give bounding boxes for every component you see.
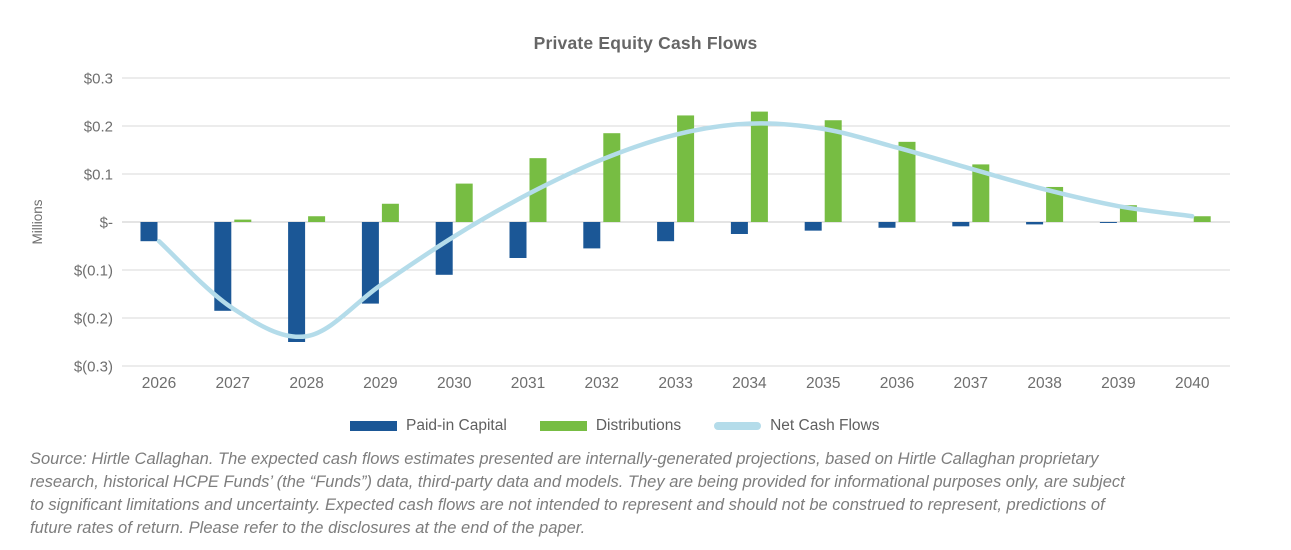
bar-paid-in-capital-2027 <box>214 222 232 311</box>
source-note-line: to significant limitations and uncertain… <box>30 496 1105 514</box>
bar-paid-in-capital-2038 <box>1026 222 1044 225</box>
bar-paid-in-capital-2029 <box>361 222 379 304</box>
bar-distributions-2040 <box>1193 216 1211 222</box>
y-axis-tick-label: $0.3 <box>84 71 113 88</box>
bar-distributions-2035 <box>824 120 842 222</box>
legend-item-net-cash-flows: Net Cash Flows <box>714 417 880 435</box>
y-axis-tick-label: $- <box>100 215 113 232</box>
x-axis-tick-label: 2038 <box>1027 375 1061 392</box>
bar-distributions-2032 <box>603 133 621 222</box>
bar-distributions-2036 <box>898 141 916 222</box>
bar-paid-in-capital-2032 <box>583 222 601 249</box>
x-axis-tick-label: 2026 <box>142 375 176 392</box>
chart-canvas: $0.3 $0.2 $0.1 $- $(0.1) $(0.2) $(0.3) Millions… <box>30 71 1230 392</box>
bar-distributions-2030 <box>455 183 473 222</box>
paid-in-capital-swatch-icon <box>350 421 397 431</box>
x-axis-tick-label: 2040 <box>1175 375 1210 392</box>
bar-paid-in-capital-2034 <box>730 222 748 234</box>
x-axis-tick-label: 2031 <box>511 375 545 392</box>
bar-paid-in-capital-2028 <box>288 222 306 342</box>
source-note-line: research, historical HCPE Funds’ (the “F… <box>30 473 1125 491</box>
legend-label-net-cash-flows: Net Cash Flows <box>770 417 880 434</box>
bar-distributions-2028 <box>308 216 326 222</box>
bar-distributions-2034 <box>750 111 768 222</box>
legend-label-paid-in-capital: Paid-in Capital <box>406 417 507 434</box>
bar-paid-in-capital-2026 <box>140 222 158 242</box>
chart-title: Private Equity Cash Flows <box>533 33 758 53</box>
x-axis-tick-label: 2037 <box>954 375 988 392</box>
bar-paid-in-capital-2035 <box>804 222 822 231</box>
bar-distributions-2029 <box>381 203 399 222</box>
bar-paid-in-capital-2033 <box>657 222 675 242</box>
x-axis-tick-label: 2032 <box>585 375 619 392</box>
bar-paid-in-capital-2031 <box>509 222 527 258</box>
bar-distributions-2027 <box>234 219 252 222</box>
legend-item-paid-in-capital: Paid-in Capital <box>350 417 507 435</box>
source-note-line: future rates of return. Please refer to … <box>30 519 586 537</box>
y-axis-tick-label: $(0.1) <box>74 263 113 280</box>
y-axis-tick-label: $0.2 <box>84 119 113 136</box>
bar-distributions-2038 <box>1046 186 1064 222</box>
bar-distributions-2037 <box>972 164 990 222</box>
distributions-swatch-icon <box>539 421 587 431</box>
x-axis-tick-label: 2036 <box>880 375 914 392</box>
x-axis-tick-label: 2035 <box>806 375 840 392</box>
net-cash-flows-line <box>156 121 1195 340</box>
y-axis-tick-label: $0.1 <box>84 167 113 184</box>
x-axis-tick-label: 2034 <box>732 375 767 392</box>
bar-paid-in-capital-2039 <box>1099 222 1117 223</box>
net-cash-flows-swatch-icon <box>714 422 762 430</box>
x-axis-tick-label: 2028 <box>289 375 323 392</box>
bar-paid-in-capital-2036 <box>878 222 896 228</box>
x-axis-tick-label: 2027 <box>216 375 250 392</box>
legend-item-distributions: Distributions <box>539 417 682 435</box>
y-axis-tick-label: $(0.2) <box>74 311 113 328</box>
y-axis-title: Millions <box>30 199 45 244</box>
x-axis-tick-label: 2029 <box>363 375 397 392</box>
legend: Paid-in Capital Distributions Net Cash F… <box>350 416 880 436</box>
x-axis-tick-label: 2030 <box>437 375 472 392</box>
source-note: Source: Hirtle Callaghan. The expected c… <box>30 448 1270 540</box>
bar-distributions-2033 <box>677 115 695 222</box>
source-note-line: Source: Hirtle Callaghan. The expected c… <box>30 450 1099 468</box>
x-axis-tick-label: 2033 <box>658 375 692 392</box>
legend-label-distributions: Distributions <box>595 417 682 434</box>
bar-paid-in-capital-2030 <box>435 222 453 275</box>
x-axis-tick-label: 2039 <box>1101 375 1135 392</box>
bar-paid-in-capital-2037 <box>952 222 970 227</box>
y-axis-tick-label: $(0.3) <box>74 359 113 376</box>
